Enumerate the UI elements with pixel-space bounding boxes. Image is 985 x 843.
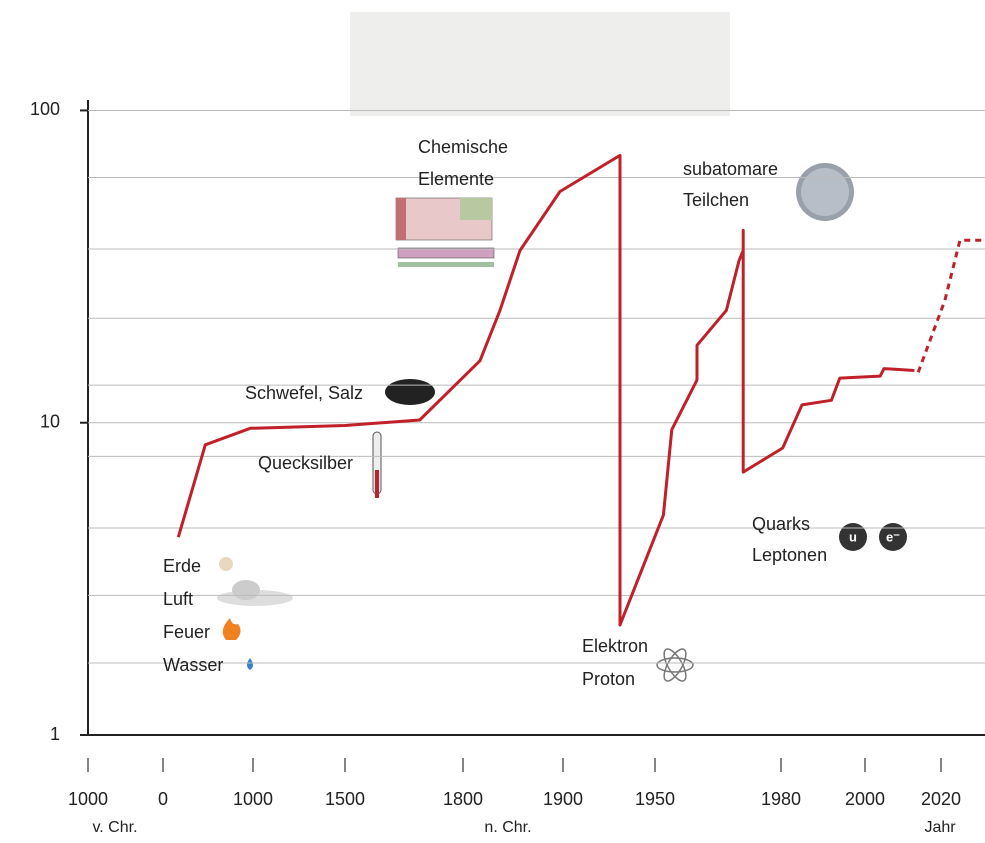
- x-tick-label: 0: [158, 789, 168, 809]
- annotation: Leptonen: [752, 545, 827, 565]
- proton-icon: [796, 163, 854, 221]
- annotation: u: [849, 529, 857, 544]
- data-line: [916, 238, 985, 373]
- water-icon: [247, 658, 253, 670]
- x-tick-label: 1800: [443, 789, 483, 809]
- thermometer-icon: [372, 431, 382, 498]
- y-tick-label: 100: [30, 99, 60, 119]
- x-tick-label: 1000: [68, 789, 108, 809]
- annotation: Quecksilber: [258, 453, 353, 473]
- x-tick-label: 2000: [845, 789, 885, 809]
- annotation: Schwefel, Salz: [245, 383, 363, 403]
- atom-icon: [656, 648, 694, 682]
- x-sublabel: Jahr: [924, 819, 956, 836]
- x-sublabel: n. Chr.: [484, 819, 531, 836]
- y-tick-label: 10: [40, 411, 60, 431]
- y-tick-label: 1: [50, 724, 60, 744]
- x-tick-label: 1000: [233, 789, 273, 809]
- annotation: Quarks: [752, 514, 810, 534]
- annotation: Wasser: [163, 655, 223, 675]
- annotation: e⁻: [886, 529, 900, 544]
- x-tick-label: 1900: [543, 789, 583, 809]
- annotation: Proton: [582, 669, 635, 689]
- lepton-icon: [879, 523, 907, 551]
- data-line: [176, 153, 915, 627]
- annotation: Chemische: [418, 137, 508, 157]
- fire-icon: [222, 618, 241, 640]
- salt-icon: [385, 379, 435, 405]
- x-tick-label: 1500: [325, 789, 365, 809]
- x-tick-label: 1950: [635, 789, 675, 809]
- earth-icon: [219, 557, 233, 571]
- annotation: subatomare: [683, 159, 778, 179]
- title-placeholder: [350, 12, 730, 116]
- annotation: Elektron: [582, 636, 648, 656]
- annotation: Luft: [163, 589, 193, 609]
- x-sublabel: v. Chr.: [92, 819, 137, 836]
- quark-icon: [839, 523, 867, 551]
- periodic-table-icon: [395, 197, 495, 267]
- x-tick-label: 2020: [921, 789, 961, 809]
- annotation: Teilchen: [683, 190, 749, 210]
- annotation: Elemente: [418, 169, 494, 189]
- cloud-icon: [217, 580, 293, 606]
- annotation: Erde: [163, 556, 201, 576]
- annotation: Feuer: [163, 622, 210, 642]
- x-tick-label: 1980: [761, 789, 801, 809]
